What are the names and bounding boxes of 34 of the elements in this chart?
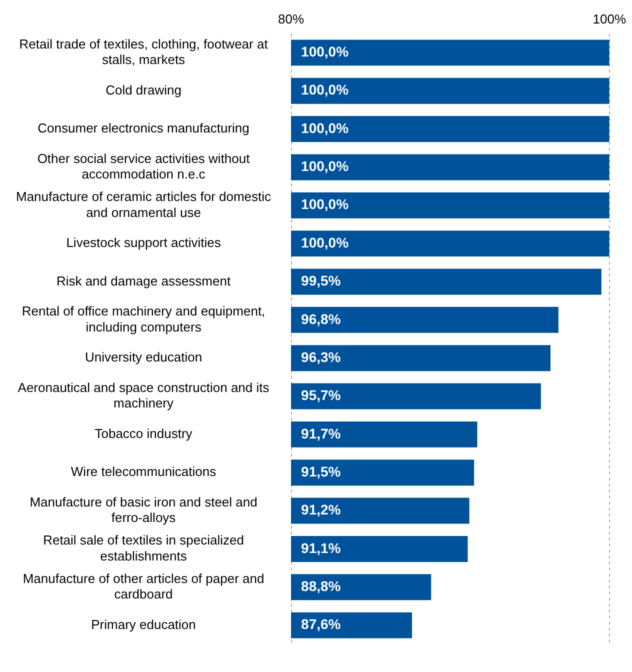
x-tick-label: 100% xyxy=(592,11,626,26)
y-tick-label: Manufacture of basic iron and steel and ferro-alloys xyxy=(30,494,258,526)
data-label: 100,0% xyxy=(301,120,350,136)
data-label: 88,8% xyxy=(301,578,342,594)
x-tick-label: 80% xyxy=(278,11,304,26)
y-tick-label: Cold drawing xyxy=(106,82,182,98)
y-tick-label: Wire telecommunications xyxy=(70,464,217,480)
y-tick-label: Consumer electronics manufacturing xyxy=(38,120,250,136)
data-label: 100,0% xyxy=(301,158,350,174)
y-tick-label: Primary education xyxy=(91,616,196,632)
y-tick-label: Other social service activities without accommodation n.e.c xyxy=(37,150,250,182)
data-label: 91,7% xyxy=(301,425,342,442)
data-label: 99,5% xyxy=(301,272,342,289)
y-tick-label: Retail trade of textiles, clothing, footwear at stalls, markets xyxy=(19,36,268,68)
data-label: 96,8% xyxy=(301,310,342,327)
data-label: 91,5% xyxy=(301,463,342,480)
data-label: 100,0% xyxy=(301,44,350,60)
y-tick-label: Retail sale of textiles in specialized establishments xyxy=(43,532,244,564)
data-label: 100,0% xyxy=(301,196,350,212)
y-tick-label: Tobacco industry xyxy=(94,426,193,442)
y-tick-label: Risk and damage assessment xyxy=(56,273,231,288)
data-label: 87,6% xyxy=(301,616,342,632)
y-tick-label: University education xyxy=(84,350,202,365)
y-tick-label: Aeronautical and space construction and its machinery xyxy=(18,380,270,411)
data-label: 100,0% xyxy=(301,234,350,250)
data-label: 95,7% xyxy=(301,387,342,404)
y-tick-label: Livestock support activities xyxy=(66,235,222,250)
data-label: 96,3% xyxy=(301,348,342,365)
y-tick-label: Manufacture of other articles of paper and cardboard xyxy=(22,570,264,602)
data-label: 91,2% xyxy=(301,502,342,518)
data-label: 100,0% xyxy=(301,82,350,98)
data-label: 91,1% xyxy=(301,540,342,556)
y-tick-label: Rental of office machinery and equipment, including computers xyxy=(22,304,266,334)
y-tick-label: Manufacture of ceramic articles for domestic and ornamental use xyxy=(16,189,272,220)
